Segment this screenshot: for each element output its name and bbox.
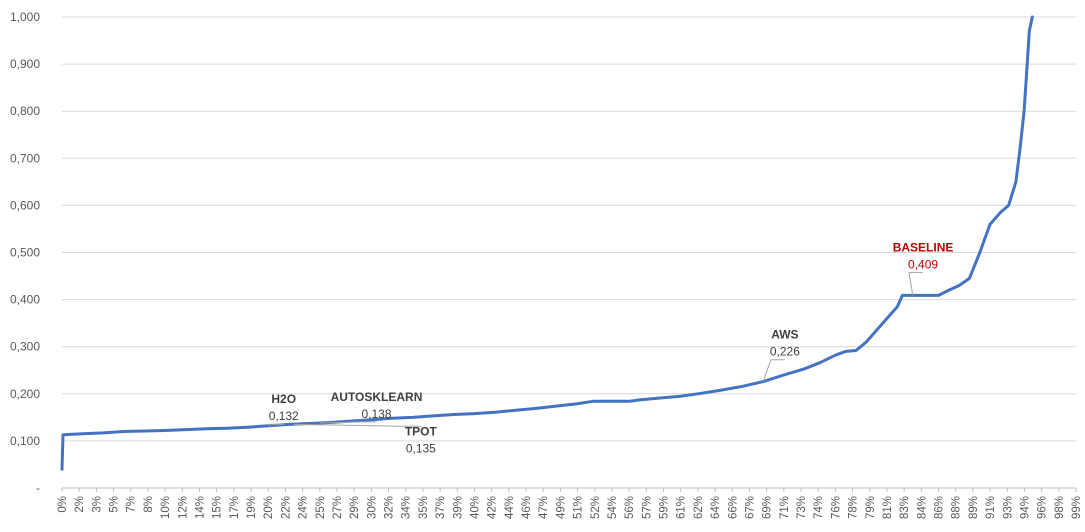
x-tick-label: 83% <box>899 496 911 519</box>
annotation-leader-line <box>762 359 785 382</box>
annotation-aws: AWS 0,226 <box>762 328 800 382</box>
annotation-autosklearn: AUTOSKLEARN 0,138 <box>319 390 423 424</box>
x-tick-label: 66% <box>727 496 739 519</box>
x-tick-label: 5% <box>109 496 121 513</box>
x-tick-label: 2% <box>74 496 86 513</box>
x-tick-label: 10% <box>160 496 172 519</box>
x-tick-label: 12% <box>177 496 189 519</box>
x-tick-label: 98% <box>1054 496 1066 519</box>
x-tick-label: 74% <box>813 496 825 519</box>
x-tick-label: 57% <box>641 496 653 519</box>
x-tick-label: 39% <box>452 496 464 519</box>
x-tick-label: 78% <box>848 496 860 519</box>
x-tick-label: 47% <box>538 496 550 519</box>
x-tick-label: 35% <box>418 496 430 519</box>
x-tick-label: 71% <box>779 496 791 519</box>
x-tick-label: 49% <box>555 496 567 519</box>
y-tick-label: 0,300 <box>10 340 40 354</box>
x-tick-label: 84% <box>916 496 928 519</box>
x-tick-label: 79% <box>865 496 877 519</box>
x-tick-label: 62% <box>693 496 705 519</box>
x-tick-label: 73% <box>796 496 808 519</box>
annotation-label: H2O <box>271 392 296 406</box>
x-tick-label: 8% <box>143 496 155 513</box>
annotation-value: 0,132 <box>269 409 299 423</box>
annotation-leader-line <box>319 421 377 424</box>
x-tick-label: 14% <box>194 496 206 519</box>
x-tick-label: 30% <box>366 496 378 519</box>
x-tick-label: 22% <box>280 496 292 519</box>
annotation-tpot: TPOT 0,135 <box>294 423 438 455</box>
annotation-label: TPOT <box>405 424 438 438</box>
annotation-baseline: BASELINE 0,409 <box>893 241 954 296</box>
annotation-value: 0,138 <box>361 407 391 421</box>
x-tick-label: 37% <box>435 496 447 519</box>
x-tick-label: 44% <box>504 496 516 519</box>
y-tick-label: 0,100 <box>10 434 40 448</box>
annotation-h2o: H2O 0,132 <box>267 392 299 427</box>
series-line <box>60 15 1034 471</box>
x-tick-label: 7% <box>126 496 138 513</box>
x-tick-label: 96% <box>1037 496 1049 519</box>
y-tick-label: 0,600 <box>10 198 40 212</box>
x-tick-label: 25% <box>315 496 327 519</box>
y-tick-label: 0,800 <box>10 104 40 118</box>
x-tick-label: 17% <box>229 496 241 519</box>
annotation-leader-line <box>294 423 421 427</box>
x-tick-label: 29% <box>349 496 361 519</box>
x-tick-label: 86% <box>934 496 946 519</box>
y-tick-label: 0,700 <box>10 151 40 165</box>
x-tick-label: 91% <box>985 496 997 519</box>
x-tick-label: 56% <box>624 496 636 519</box>
x-tick-label: 54% <box>607 496 619 519</box>
gridlines <box>62 16 1076 489</box>
y-tick-label: 0,400 <box>10 293 40 307</box>
x-tick-label: 64% <box>710 496 722 519</box>
x-tick-label: 89% <box>968 496 980 519</box>
x-tick-label: 76% <box>830 496 842 519</box>
x-tick-label: 59% <box>659 496 671 519</box>
x-tick-label: 67% <box>744 496 756 519</box>
annotations: H2O 0,132 AUTOSKLEARN 0,138 TPOT 0,135 AWS 0,22… <box>267 241 954 455</box>
annotation-label: AWS <box>771 328 798 342</box>
annotation-value: 0,226 <box>770 345 800 359</box>
x-tick-label: 81% <box>882 496 894 519</box>
series-layer <box>60 15 1034 471</box>
x-axis-tick-labels: 0% 2% 3% 5% 7% 8% 10% 12% 14% 15% 17% 19% 20% 22% 24% 2… <box>57 488 1083 519</box>
y-tick-label: 0,200 <box>10 387 40 401</box>
annotation-value: 0,135 <box>406 441 436 455</box>
x-tick-label: 61% <box>676 496 688 519</box>
annotation-label: BASELINE <box>893 241 954 255</box>
x-tick-label: 27% <box>332 496 344 519</box>
y-tick-label: - <box>36 481 40 495</box>
y-axis-tick-labels: - 0,100 0,200 0,300 0,400 0,500 0,600 0,700 0,80… <box>10 10 40 495</box>
x-tick-label: 3% <box>91 496 103 513</box>
x-tick-label: 32% <box>384 496 396 519</box>
x-tick-label: 51% <box>573 496 585 519</box>
annotation-value: 0,409 <box>908 258 938 272</box>
x-tick-label: 69% <box>762 496 774 519</box>
y-tick-label: 1,000 <box>10 10 40 24</box>
x-tick-label: 46% <box>521 496 533 519</box>
annotation-leader-line <box>908 272 924 296</box>
x-tick-label: 52% <box>590 496 602 519</box>
x-tick-label: 40% <box>469 496 481 519</box>
x-tick-label: 20% <box>263 496 275 519</box>
annotation-leader-line <box>267 423 284 427</box>
x-tick-label: 19% <box>246 496 258 519</box>
x-tick-label: 42% <box>487 496 499 519</box>
x-tick-label: 0% <box>57 496 69 513</box>
y-tick-label: 0,500 <box>10 246 40 260</box>
x-tick-label: 34% <box>401 496 413 519</box>
x-tick-label: 94% <box>1019 496 1031 519</box>
x-tick-label: 15% <box>212 496 224 519</box>
x-tick-label: 93% <box>1002 496 1014 519</box>
y-tick-label: 0,900 <box>10 57 40 71</box>
x-tick-label: 24% <box>298 496 310 519</box>
annotation-label: AUTOSKLEARN <box>331 390 423 404</box>
x-tick-label: 99% <box>1071 496 1083 519</box>
x-tick-label: 88% <box>951 496 963 519</box>
